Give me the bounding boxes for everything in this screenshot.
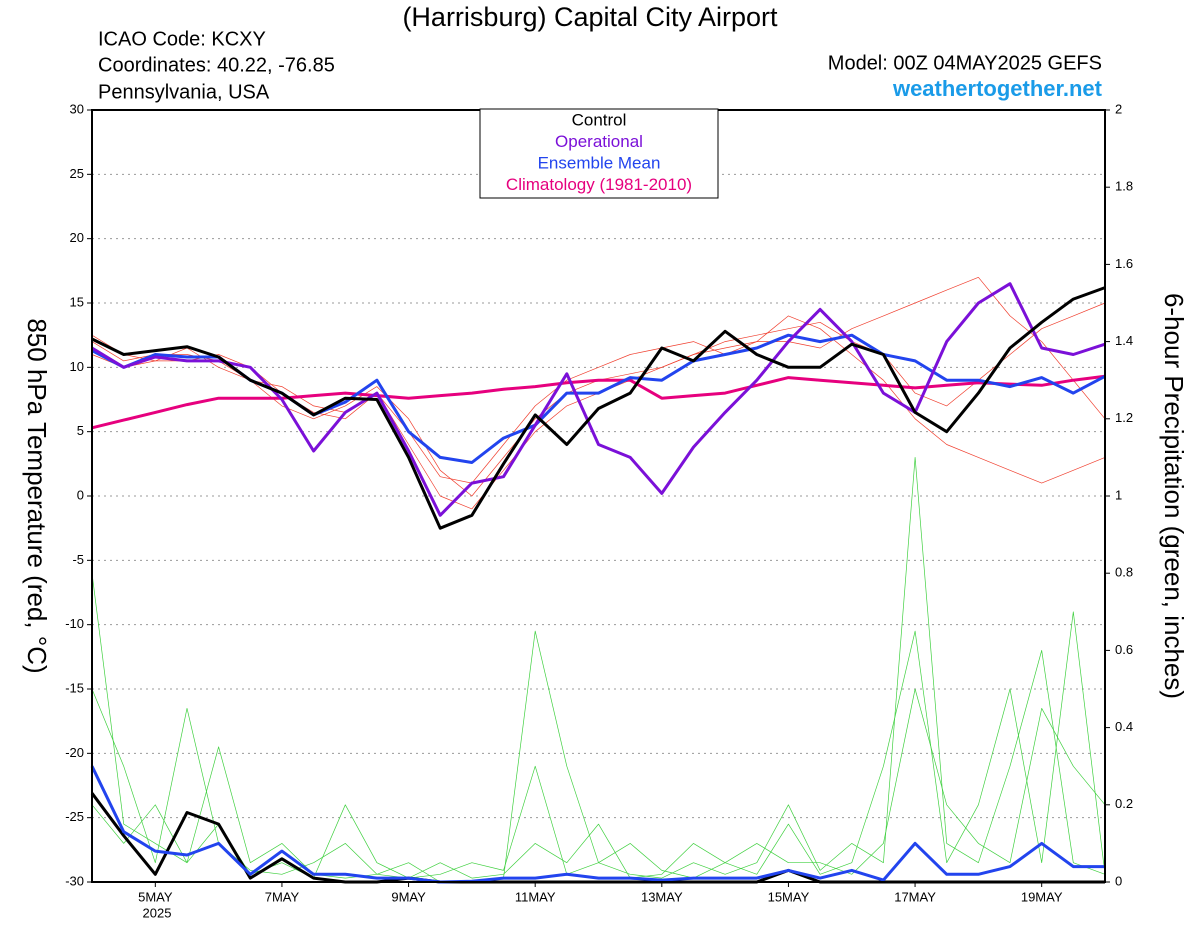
legend-entry: Ensemble Mean	[538, 153, 661, 172]
y2-tick-label: 1.2	[1115, 410, 1133, 425]
x-tick-label: 19MAY	[1021, 889, 1063, 904]
x-tick-label: 11MAY	[515, 889, 556, 904]
info-line: Coordinates: 40.22, -76.85	[98, 54, 335, 76]
x-tick-label: 15MAY	[768, 889, 810, 904]
line	[91, 276, 1106, 484]
model-label: Model: 00Z 04MAY2025 GEFS	[828, 52, 1102, 74]
y2-tick-label: 2	[1115, 101, 1122, 116]
y2-tick-label: 0.2	[1115, 796, 1133, 811]
y2-tick-label: 0.8	[1115, 565, 1133, 580]
y-tick-label: 15	[70, 294, 84, 309]
line	[91, 315, 1106, 510]
y2-tick-label: 1.4	[1115, 333, 1133, 348]
x-tick-label: 17MAY	[894, 889, 936, 904]
y-tick-label: -15	[65, 680, 84, 695]
line	[91, 457, 1106, 883]
info-line: ICAO Code: KCXY	[98, 28, 266, 50]
line	[91, 286, 1106, 530]
y2-tick-label: 1.6	[1115, 256, 1133, 271]
info-line: Pennsylvania, USA	[98, 81, 270, 103]
y2-tick-label: 0.6	[1115, 642, 1133, 657]
x-tick-label: 13MAY	[641, 889, 683, 904]
legend-entry: Climatology (1981-2010)	[506, 175, 692, 194]
plot-area	[90, 109, 1106, 884]
y2-tick-label: 0.4	[1115, 719, 1133, 734]
y-tick-label: -10	[65, 616, 84, 631]
y2-tick-label: 1.8	[1115, 179, 1133, 194]
x-tick-label: 7MAY	[265, 889, 300, 904]
legend-entry: Control	[572, 110, 627, 129]
y-tick-label: -30	[65, 873, 84, 888]
source-label: weathertogether.net	[892, 76, 1103, 101]
legend-entry: Operational	[555, 132, 643, 151]
y2-tick-label: 0	[1115, 873, 1122, 888]
y2-tick-label: 1	[1115, 487, 1122, 502]
y-tick-label: 0	[77, 487, 84, 502]
y-tick-label: -5	[72, 552, 84, 567]
line	[91, 282, 1106, 517]
x-tick-label: 5MAY	[138, 889, 173, 904]
line	[90, 765, 1105, 884]
y-tick-label: -20	[65, 745, 84, 760]
y-tick-label: 20	[70, 230, 84, 245]
y-tick-label: -25	[65, 809, 84, 824]
y-axis-label: 850 hPa Temperature (red, °C)	[22, 318, 52, 673]
y-tick-label: 25	[70, 166, 84, 181]
line	[91, 688, 1106, 879]
line	[91, 611, 1106, 879]
line	[91, 374, 1106, 430]
y-tick-label: 5	[77, 423, 84, 438]
y-tick-label: 10	[70, 359, 84, 374]
y2-axis-label: 6-hour Precipitation (green, inches)	[1159, 293, 1189, 699]
x-tick-label: 9MAY	[391, 889, 426, 904]
legend-box	[479, 108, 719, 199]
x-sublabel: 2025	[143, 905, 172, 920]
legend: Control Operational Ensemble Mean Climatolo…	[506, 110, 692, 194]
y-tick-label: 30	[70, 101, 84, 116]
chart-title: (Harrisburg) Capital City Airport	[402, 2, 778, 32]
